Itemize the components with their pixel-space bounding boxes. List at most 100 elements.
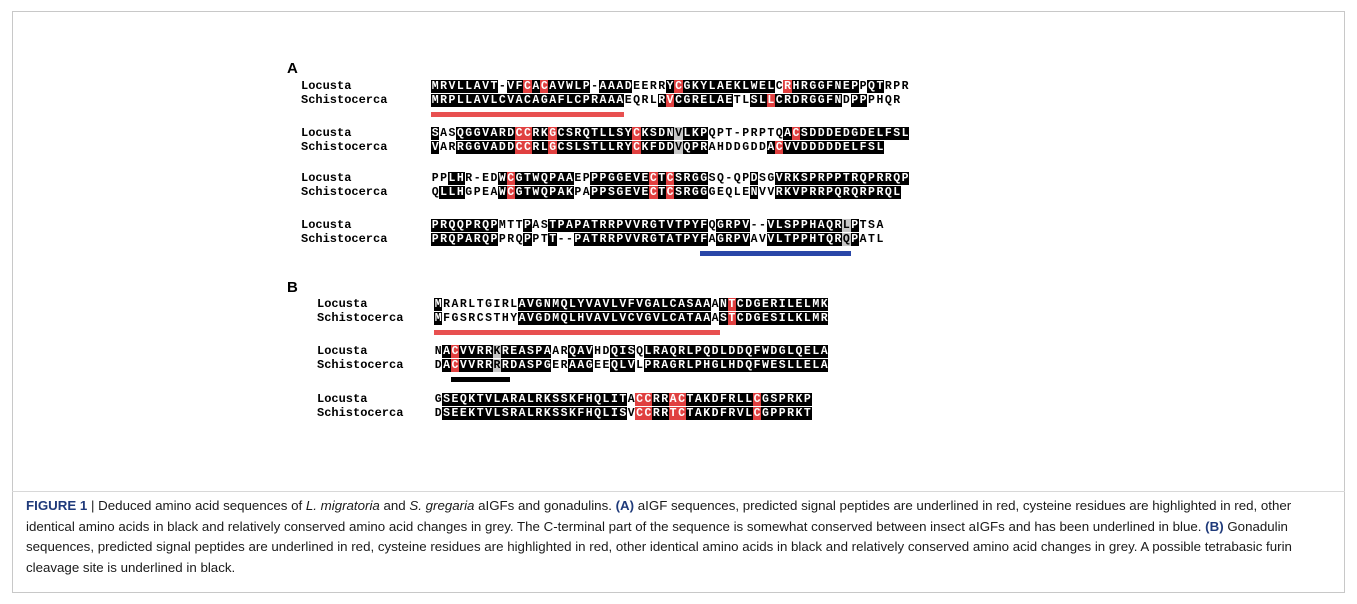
residue: T: [523, 172, 532, 185]
residue: P: [598, 186, 608, 199]
residue: F: [576, 407, 586, 420]
residue: G: [816, 80, 826, 93]
residue: C: [649, 186, 658, 199]
species-name: Locusta: [317, 297, 368, 311]
residue: R: [850, 172, 859, 185]
residue: V: [556, 80, 566, 93]
residue: A: [582, 233, 591, 246]
residue: P: [800, 186, 809, 199]
residue: A: [716, 80, 725, 93]
residue: F: [719, 407, 728, 420]
residue: V: [626, 359, 636, 372]
residue: R: [842, 186, 851, 199]
residue: A: [582, 186, 590, 199]
residue: N: [719, 298, 728, 311]
residue: P: [682, 233, 692, 246]
species-name: Locusta: [317, 392, 368, 406]
residue: P: [498, 233, 506, 246]
residue: K: [794, 407, 804, 420]
residue: T: [783, 233, 792, 246]
residue: R: [472, 219, 482, 232]
residue: C: [506, 186, 515, 199]
residue: P: [431, 233, 440, 246]
residue: E: [761, 312, 770, 325]
caption-species-2: S. gregaria: [409, 498, 475, 513]
residue: Q: [884, 94, 892, 107]
residue: G: [514, 186, 524, 199]
residue: A: [489, 141, 499, 154]
species-name: Schistocerca: [301, 140, 388, 154]
residue: T: [685, 312, 695, 325]
residue: H: [727, 359, 737, 372]
residue: V: [736, 407, 745, 420]
residue: A: [783, 127, 792, 140]
residue: A: [552, 345, 560, 358]
residue: Q: [456, 219, 465, 232]
alignment-row: Schistocerca M F G S R C S T H Y A V G D M Q L H V A V L V C V G V L…: [0, 312, 1357, 325]
residue: S: [459, 312, 467, 325]
residue: S: [867, 141, 876, 154]
residue: L: [685, 359, 695, 372]
residue: -: [473, 172, 481, 185]
residue: K: [783, 186, 792, 199]
residue: S: [501, 407, 510, 420]
residue: A: [548, 80, 557, 93]
residue: P: [900, 172, 910, 185]
residue: S: [892, 127, 901, 140]
residue: R: [472, 233, 482, 246]
residue: Q: [702, 345, 711, 358]
residue: R: [660, 393, 669, 406]
residue: R: [775, 186, 784, 199]
residue: G: [615, 186, 624, 199]
residue: T: [674, 233, 683, 246]
residue: L: [489, 94, 499, 107]
residue: H: [808, 233, 817, 246]
residue: V: [652, 312, 661, 325]
residue: F: [752, 345, 762, 358]
residue: C: [775, 94, 784, 107]
residue: G: [716, 219, 725, 232]
residue: A: [598, 94, 608, 107]
residue: D: [602, 345, 610, 358]
residue: D: [842, 94, 850, 107]
residue: R: [657, 94, 666, 107]
residue: G: [585, 359, 594, 372]
residue: M: [431, 80, 440, 93]
residue: D: [509, 359, 518, 372]
residue: L: [682, 127, 692, 140]
residue: P: [573, 233, 583, 246]
residue: Q: [568, 345, 577, 358]
residue: R: [468, 312, 476, 325]
residue: L: [526, 393, 535, 406]
residue: E: [724, 80, 734, 93]
residue: P: [778, 407, 787, 420]
residue: P: [859, 80, 867, 93]
panel-label-0: A: [287, 60, 298, 77]
residue: T: [523, 186, 532, 199]
residue: A: [711, 312, 719, 325]
caption-panel-a-text: aIGF sequences, predicted signal peptide…: [26, 498, 1292, 534]
residue: Q: [447, 219, 457, 232]
residue: R: [884, 80, 892, 93]
residue: E: [574, 172, 582, 185]
residue: F: [752, 359, 762, 372]
residue: S: [758, 172, 766, 185]
species-name: Locusta: [301, 218, 352, 232]
residue: G: [615, 172, 624, 185]
residue: P: [733, 219, 742, 232]
residue: P: [523, 233, 532, 246]
residue: P: [769, 407, 779, 420]
residue: P: [447, 94, 457, 107]
residue: E: [602, 359, 610, 372]
residue: R: [448, 141, 456, 154]
residue: V: [632, 186, 641, 199]
residue: P: [778, 393, 787, 406]
residue: R: [484, 359, 493, 372]
residue: G: [464, 127, 473, 140]
residue: V: [632, 233, 641, 246]
residue: D: [498, 141, 507, 154]
residue: L: [786, 359, 795, 372]
